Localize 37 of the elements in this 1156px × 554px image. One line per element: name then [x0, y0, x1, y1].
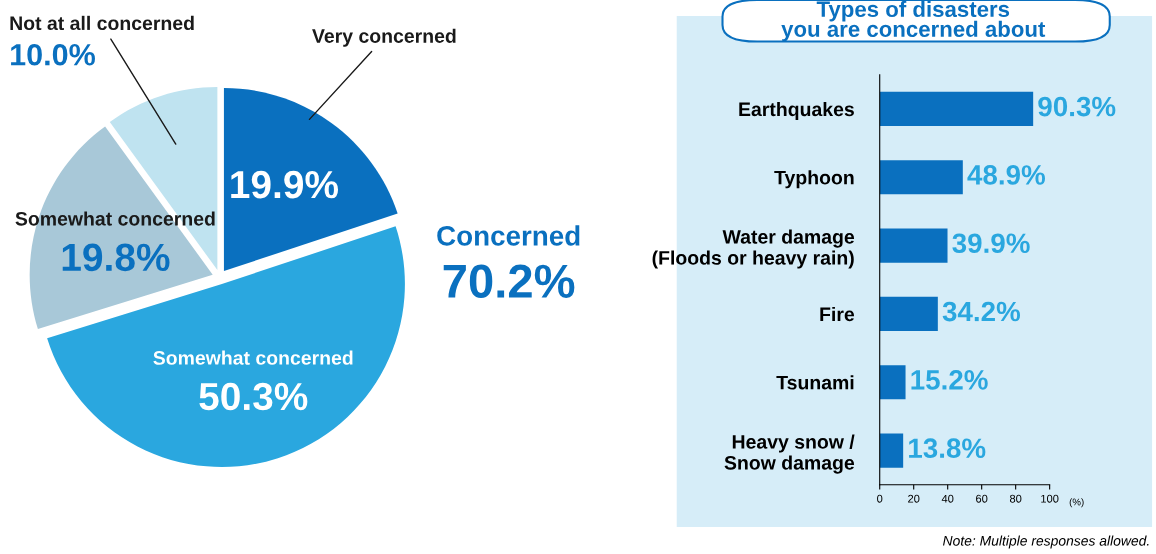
x-tick-label: 80: [1009, 494, 1022, 503]
data-label: 90.3%: [1038, 96, 1116, 117]
text: Concerned: [437, 225, 580, 246]
x-tick-label: 40: [941, 494, 954, 503]
y-tick-label: Water damage (Floods or heavy rain): [652, 229, 855, 269]
data-label: 10.0%: [11, 43, 95, 66]
data-label: 39.9%: [952, 233, 1030, 254]
data-label: 19.9%: [231, 170, 339, 199]
bar: [879, 433, 904, 468]
bar: [879, 296, 938, 332]
y-tick-label: Tsunami: [776, 375, 854, 390]
chart-title: Types of disasters you are concerned about: [781, 0, 1046, 42]
data-label: 50.3%: [199, 382, 308, 411]
y-tick-label: Earthquakes: [739, 101, 854, 121]
data-label: 34.2%: [942, 301, 1021, 322]
data-label: 13.8%: [909, 438, 986, 459]
text: 70.2%: [443, 264, 575, 298]
x-axis-title: (%): [1069, 498, 1084, 508]
x-tick-label: 100: [1041, 494, 1059, 503]
slice-label: Not at all concerned: [10, 15, 194, 31]
slice-label: Somewhat concerned: [15, 211, 215, 226]
data-label: 15.2%: [911, 370, 988, 390]
slice-label: Very concerned: [312, 28, 456, 47]
y-tick-label: Heavy snow / Snow damage: [724, 434, 855, 474]
bar: [879, 365, 906, 400]
x-tick-label: 60: [976, 494, 988, 503]
y-tick-label: Fire: [820, 306, 855, 322]
data-label: 48.9%: [967, 165, 1046, 185]
bar: [879, 160, 963, 195]
bar: [879, 91, 1034, 127]
x-tick-label: 20: [908, 494, 920, 503]
x-tick-label: 0: [877, 494, 883, 503]
bar: [879, 228, 948, 263]
text: Note: Multiple responses allowed.: [942, 535, 1149, 549]
slice-label: Somewhat concerned: [153, 350, 353, 365]
y-tick-label: Typhoon: [774, 170, 854, 189]
data-label: 19.8%: [62, 243, 170, 272]
